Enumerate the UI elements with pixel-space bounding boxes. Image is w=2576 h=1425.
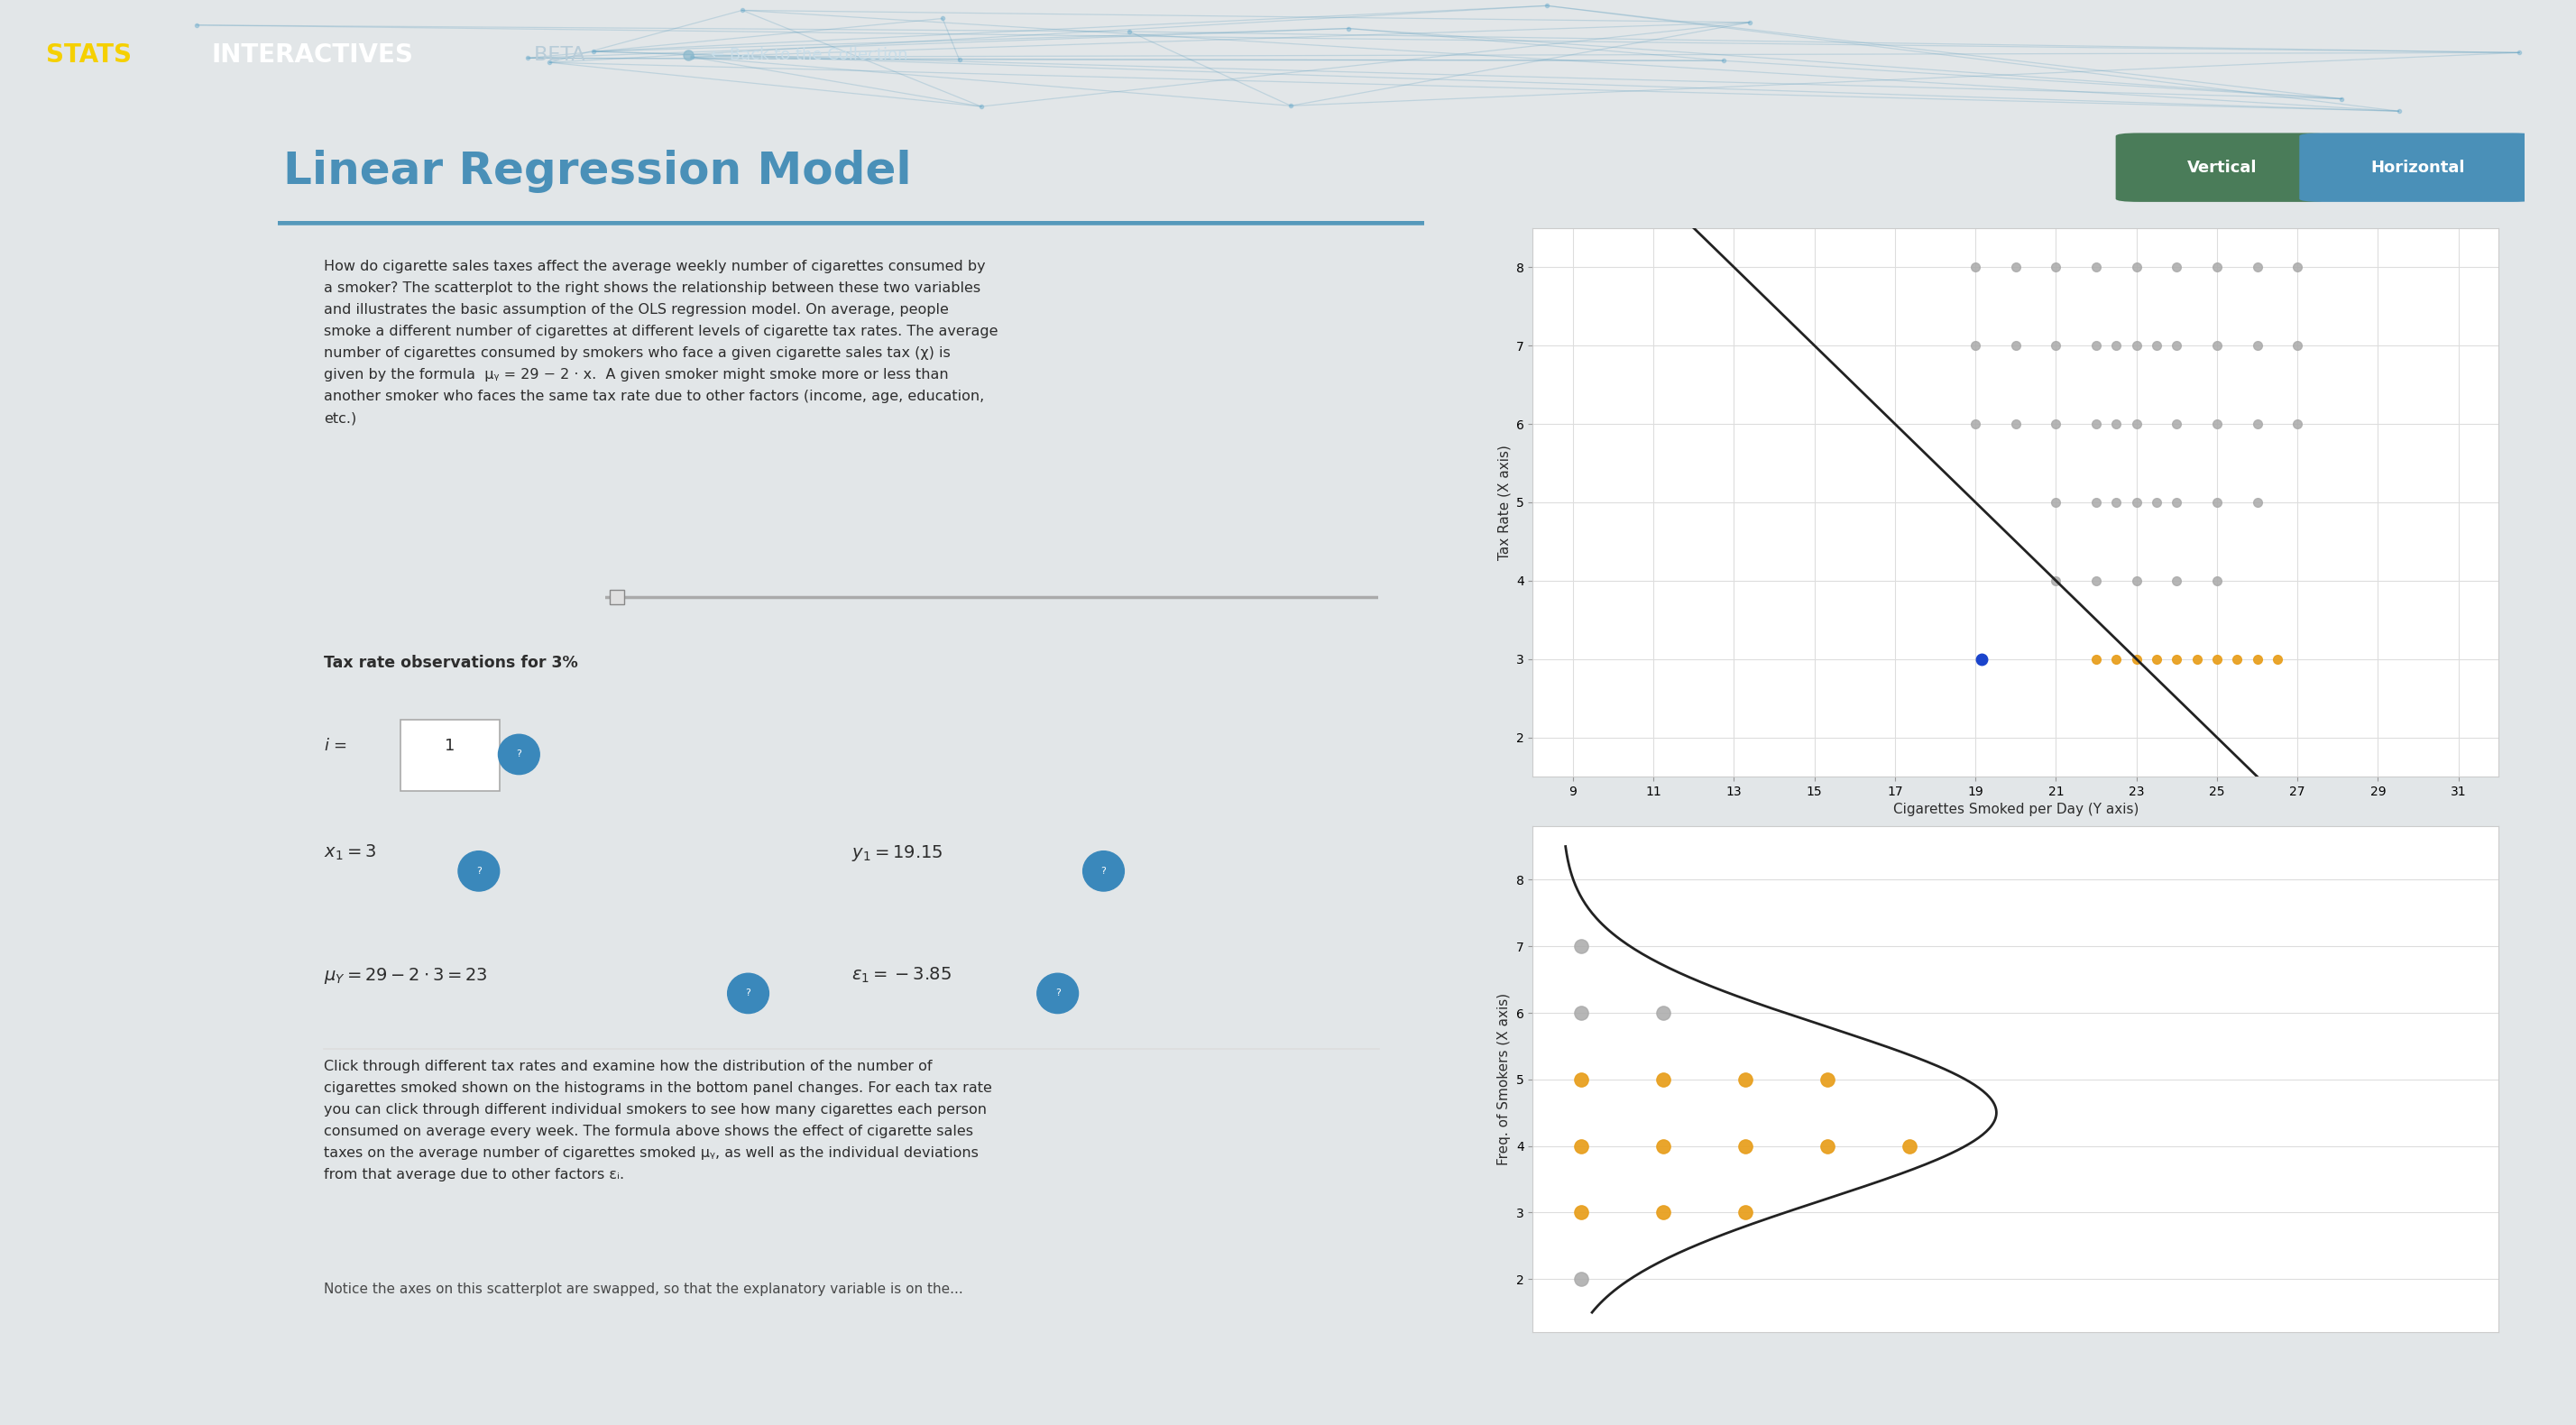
Text: ← Back to the Collection: ← Back to the Collection [711,47,909,63]
Text: BETA: BETA [528,46,585,64]
Text: ?: ? [477,866,482,875]
Circle shape [1038,973,1079,1013]
Y-axis label: Freq. of Smokers (X axis): Freq. of Smokers (X axis) [1497,993,1512,1166]
Text: Horizontal: Horizontal [2370,160,2465,175]
FancyBboxPatch shape [402,720,500,791]
Text: ?: ? [1100,866,1105,875]
Text: $\varepsilon_1 = -3.85$: $\varepsilon_1 = -3.85$ [850,966,951,985]
Text: ?: ? [744,989,750,998]
Text: $i$ =: $i$ = [325,738,350,754]
Circle shape [497,734,538,774]
Circle shape [726,973,768,1013]
Circle shape [1082,851,1123,891]
FancyBboxPatch shape [2115,133,2329,202]
Circle shape [459,851,500,891]
Text: Click through different tax rates and examine how the distribution of the number: Click through different tax rates and ex… [325,1060,992,1181]
Text: Linear Regression Model: Linear Regression Model [283,150,912,194]
FancyBboxPatch shape [2300,133,2537,202]
Text: How do cigarette sales taxes affect the average weekly number of cigarettes cons: How do cigarette sales taxes affect the … [325,259,999,425]
Text: ?: ? [1056,989,1061,998]
Text: ?: ? [515,750,520,760]
Text: $\mu_Y = 29 - 2 \cdot 3 = 23$: $\mu_Y = 29 - 2 \cdot 3 = 23$ [325,966,487,986]
Text: Tax rate observations for 3%: Tax rate observations for 3% [325,654,577,671]
Text: INTERACTIVES: INTERACTIVES [211,43,412,67]
Y-axis label: Tax Rate (X axis): Tax Rate (X axis) [1497,445,1512,560]
Text: $y_1 = 19.15$: $y_1 = 19.15$ [850,844,943,864]
Text: STATS: STATS [46,43,131,67]
Text: 1: 1 [446,738,456,754]
Text: Vertical: Vertical [2187,160,2257,175]
Text: Notice the axes on this scatterplot are swapped, so that the explanatory variabl: Notice the axes on this scatterplot are … [325,1282,963,1295]
Text: $x_1 = 3$: $x_1 = 3$ [325,844,376,862]
X-axis label: Cigarettes Smoked per Day (Y axis): Cigarettes Smoked per Day (Y axis) [1893,804,2138,817]
